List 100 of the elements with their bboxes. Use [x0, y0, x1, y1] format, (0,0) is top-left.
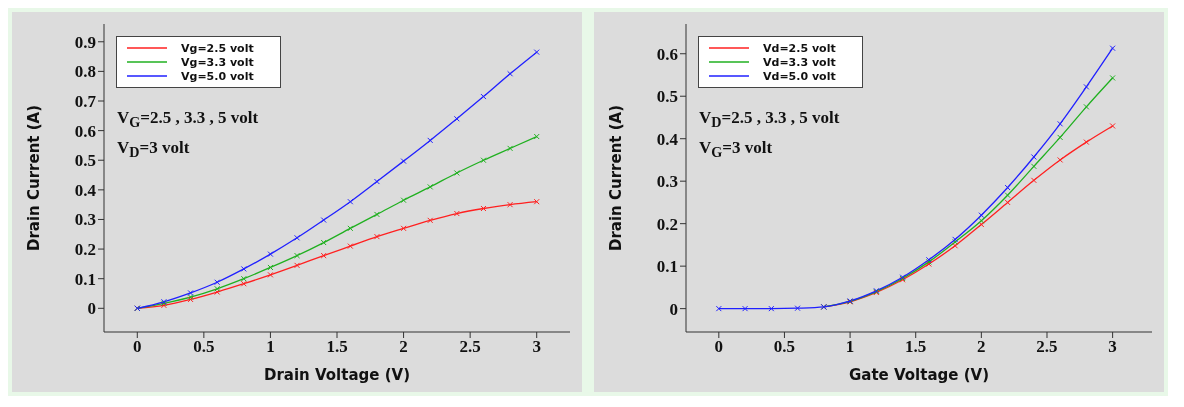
point [427, 183, 434, 190]
y-axis-title: Drain Current (A) [607, 104, 626, 252]
y-tick-label: 0.8 [74, 62, 96, 82]
point [240, 280, 247, 287]
point [1109, 122, 1116, 129]
point [347, 243, 354, 250]
annotation: V$_{G}$=2.5 , 3.3 , 5 volt [117, 108, 259, 132]
point [507, 201, 514, 208]
legend-label: Vd=3.3 volt [763, 55, 836, 69]
point [267, 251, 274, 258]
point [187, 289, 194, 296]
point [480, 157, 487, 164]
x-tick-label: 0 [133, 337, 142, 357]
x-tick-label: 2 [399, 337, 408, 357]
x-tick-label: 1.5 [905, 337, 927, 357]
y-tick-label: 0.6 [74, 121, 96, 141]
point [214, 279, 221, 286]
point [507, 70, 514, 77]
y-tick-label: 0.1 [656, 257, 678, 277]
point [427, 137, 434, 144]
y-tick-label: 0.4 [656, 129, 679, 149]
point [1030, 163, 1037, 170]
point [294, 262, 301, 269]
point [1030, 177, 1037, 184]
point [453, 169, 460, 176]
point [1109, 74, 1116, 81]
y-tick-label: 0.3 [656, 172, 678, 192]
point [1109, 45, 1116, 52]
point [952, 242, 959, 249]
point [1004, 192, 1011, 199]
point [214, 285, 221, 292]
annotation: V$_{D}$=3 volt [117, 138, 190, 162]
point [320, 217, 327, 224]
y-tick-label: 0.2 [656, 214, 678, 234]
point [715, 305, 722, 312]
y-tick-label: 0.5 [656, 87, 678, 107]
point [1083, 103, 1090, 110]
point [978, 217, 985, 224]
y-tick-label: 0 [87, 299, 96, 319]
point [1030, 153, 1037, 160]
x-axis-title: Drain Voltage (V) [264, 366, 410, 384]
point [373, 211, 380, 218]
x-tick-label: 0 [714, 337, 724, 357]
x-tick-label: 3 [532, 337, 541, 357]
point [533, 49, 540, 56]
y-tick-label: 0 [669, 299, 678, 319]
point [267, 271, 274, 278]
point [1083, 83, 1090, 90]
annotation: V$_{D}$=2.5 , 3.3 , 5 volt [699, 108, 840, 132]
x-tick-label: 3 [1108, 337, 1117, 357]
point [533, 133, 540, 140]
x-tick-label: 1.5 [326, 337, 348, 357]
y-tick-label: 0.4 [74, 180, 97, 200]
x-tick-label: 2 [977, 337, 986, 357]
x-tick-label: 2.5 [459, 337, 481, 357]
point [453, 115, 460, 122]
point [400, 158, 407, 165]
legend-label: Vd=5.0 volt [763, 69, 836, 83]
x-tick-label: 1 [266, 337, 275, 357]
point [453, 210, 460, 217]
point [347, 198, 354, 205]
point [320, 252, 327, 259]
y-tick-label: 0.1 [74, 269, 96, 289]
point [240, 275, 247, 282]
point [1057, 120, 1064, 127]
point [400, 197, 407, 204]
point [533, 198, 540, 205]
point [294, 234, 301, 241]
y-tick-label: 0.9 [74, 32, 96, 52]
point [1057, 156, 1064, 163]
point [742, 305, 749, 312]
point [794, 305, 801, 312]
legend-label: Vg=3.3 volt [181, 55, 254, 69]
x-tick-label: 2.5 [1036, 337, 1058, 357]
y-tick-label: 0.6 [656, 44, 678, 64]
y-tick-label: 0.3 [74, 210, 96, 230]
point [1057, 134, 1064, 141]
point [1004, 184, 1011, 191]
point [400, 225, 407, 232]
legend-label: Vd=2.5 volt [763, 41, 836, 55]
x-tick-label: 1 [845, 337, 855, 357]
point [294, 252, 301, 259]
point [427, 217, 434, 224]
point [347, 225, 354, 232]
x-tick-label: 0.5 [193, 337, 215, 357]
point [320, 239, 327, 246]
point [214, 289, 221, 296]
point [373, 178, 380, 185]
legend-label: Vg=5.0 volt [181, 69, 254, 83]
point [768, 305, 775, 312]
point [978, 221, 985, 228]
point [507, 145, 514, 152]
y-tick-label: 0.7 [74, 92, 97, 112]
point [267, 264, 274, 271]
point [480, 93, 487, 100]
legend-label: Vg=2.5 volt [181, 41, 254, 55]
point [1083, 139, 1090, 146]
point [978, 212, 985, 219]
point [373, 233, 380, 240]
y-tick-label: 0.5 [74, 151, 96, 171]
